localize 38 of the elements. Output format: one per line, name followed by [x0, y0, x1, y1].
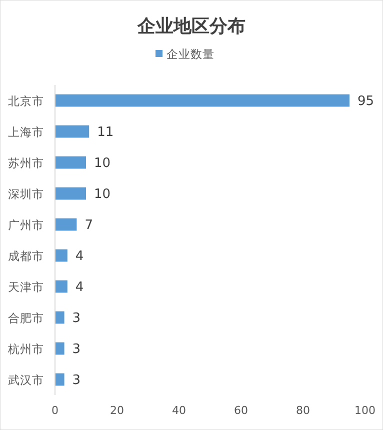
- x-tick-label: 0: [52, 404, 58, 417]
- y-tick-label: 苏州市: [8, 156, 44, 170]
- bar: [55, 125, 90, 138]
- x-tick-label: 20: [110, 404, 124, 417]
- bar: [55, 342, 64, 355]
- data-label: 95: [358, 94, 374, 109]
- x-tick-label: 100: [354, 404, 376, 417]
- x-tick-label: 60: [234, 404, 248, 417]
- data-label: 10: [94, 156, 111, 171]
- y-tick-label: 杭州市: [7, 342, 44, 356]
- bar: [55, 156, 86, 169]
- y-tick-label: 武汉市: [8, 373, 44, 387]
- bar: [55, 280, 68, 293]
- y-tick-label: 深圳市: [8, 187, 44, 201]
- legend-label: 企业数量: [166, 47, 214, 61]
- data-label: 4: [75, 280, 84, 295]
- data-label: 7: [84, 218, 93, 233]
- y-tick-label: 成都市: [8, 249, 44, 263]
- data-label: 11: [97, 125, 114, 140]
- x-tick-label: 80: [296, 404, 310, 417]
- bar: [55, 373, 64, 386]
- bar: [55, 218, 77, 231]
- data-label: 3: [72, 311, 81, 326]
- y-tick-label: 天津市: [8, 280, 44, 294]
- y-tick-label: 合肥市: [8, 311, 44, 325]
- bar: [55, 187, 86, 200]
- data-label: 3: [72, 373, 81, 388]
- data-label: 4: [75, 249, 84, 264]
- x-tick-label: 40: [172, 404, 186, 417]
- bar: [55, 249, 68, 262]
- y-tick-label: 广州市: [8, 218, 44, 232]
- data-label: 10: [94, 187, 111, 202]
- chart-title: 企业地区分布: [136, 16, 246, 37]
- y-tick-label: 北京市: [8, 94, 44, 108]
- bar: [55, 94, 350, 107]
- y-tick-label: 上海市: [8, 125, 44, 139]
- bar: [55, 311, 64, 324]
- data-label: 3: [72, 342, 81, 357]
